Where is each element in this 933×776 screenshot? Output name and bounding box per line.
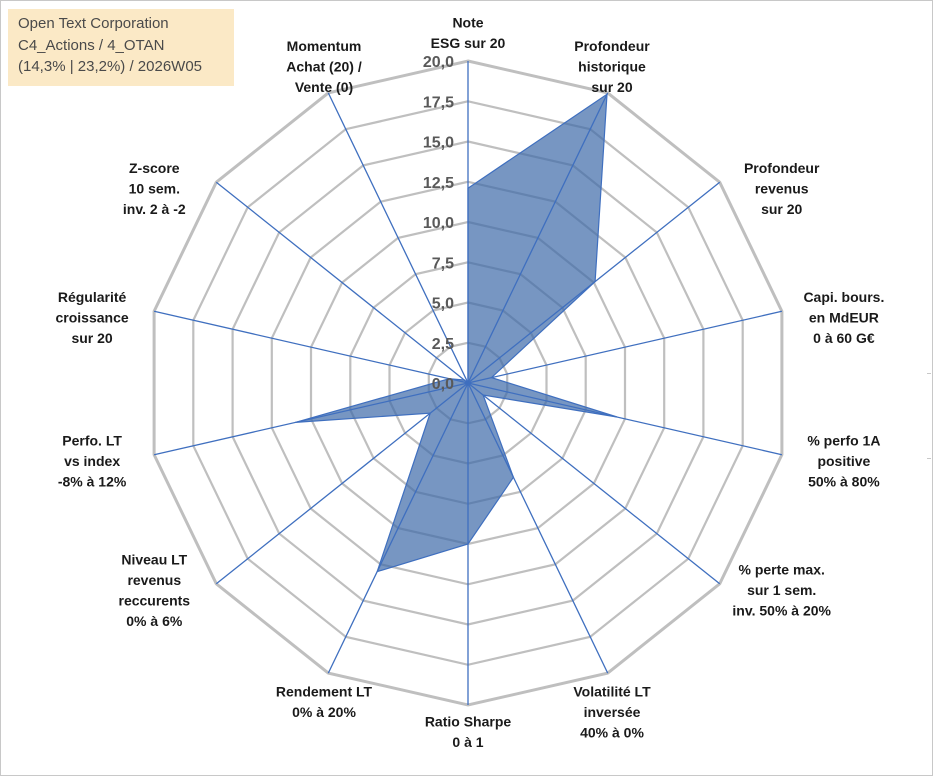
axis-label-line: % perte max. bbox=[739, 562, 825, 578]
axis-label-line: 0% à 6% bbox=[126, 613, 183, 629]
company-name: Open Text Corporation bbox=[18, 15, 169, 32]
axis-label-line: Perfo. LT bbox=[62, 432, 122, 448]
axis-spoke bbox=[153, 310, 469, 384]
radar-series bbox=[295, 93, 618, 573]
axis-label-line: sur 20 bbox=[71, 330, 112, 346]
axis-label-line: sur 1 sem. bbox=[747, 582, 816, 598]
axis-label-line: croissance bbox=[56, 310, 129, 326]
axis-label-line: inversée bbox=[584, 704, 641, 720]
axis-label-line: Rendement LT bbox=[276, 684, 373, 700]
axis-label-line: revenus bbox=[127, 572, 181, 588]
tick-label: 5,0 bbox=[432, 296, 454, 313]
axis-label-line: revenus bbox=[755, 181, 809, 197]
tick-label: 15,0 bbox=[423, 135, 454, 152]
axis-label-line: Profondeur bbox=[574, 38, 650, 54]
info-box: Open Text Corporation C4_Actions / 4_OTA… bbox=[8, 9, 234, 86]
axis-label-line: positive bbox=[817, 453, 870, 469]
edge-mark bbox=[927, 373, 931, 374]
axis-label-line: ESG sur 20 bbox=[431, 35, 506, 51]
series-area bbox=[295, 93, 618, 573]
tick-label: 12,5 bbox=[423, 175, 454, 192]
axis-label-line: 0 à 60 G€ bbox=[813, 330, 875, 346]
radar-spokes bbox=[153, 61, 783, 705]
axis-label-line: historique bbox=[578, 58, 646, 74]
axis-label-line: Achat (20) / bbox=[286, 58, 362, 74]
axis-label-line: vs index bbox=[64, 453, 120, 469]
axis-label-line: Volatilité LT bbox=[573, 684, 651, 700]
axis-spoke bbox=[215, 382, 469, 585]
tick-label: 10,0 bbox=[423, 215, 454, 232]
axis-spoke bbox=[467, 382, 721, 585]
axis-label-line: Vente (0) bbox=[295, 79, 353, 95]
axis-spoke bbox=[327, 382, 469, 674]
axis-label-line: Régularité bbox=[58, 289, 127, 305]
axis-label-line: Ratio Sharpe bbox=[425, 714, 512, 730]
axis-label-line: -8% à 12% bbox=[58, 473, 127, 489]
axis-label-line: 0% à 20% bbox=[292, 704, 356, 720]
axis-label-line: Z-score bbox=[129, 160, 180, 176]
axis-label-line: reccurents bbox=[119, 592, 191, 608]
radar-axis-labels: Note ESG sur 20 Profondeur historique sur 20… bbox=[56, 15, 885, 751]
radar-tick-labels: 0,0 2,5 5,0 7,5 10,0 12,5 15,0 17,5 20,0 bbox=[423, 54, 454, 393]
axis-label-line: inv. 2 à -2 bbox=[123, 201, 186, 217]
axis-label-line: Capi. bours. bbox=[803, 289, 884, 305]
axis-label-line: en MdEUR bbox=[809, 310, 879, 326]
axis-spoke bbox=[467, 382, 609, 674]
axis-label-line: Niveau LT bbox=[121, 551, 187, 567]
axis-label-line: 10 sem. bbox=[129, 181, 180, 197]
axis-spoke bbox=[467, 382, 783, 456]
axis-spoke bbox=[327, 92, 469, 384]
axis-label-line: inv. 50% à 20% bbox=[732, 603, 831, 619]
tick-label: 2,5 bbox=[432, 336, 454, 353]
axis-spoke bbox=[467, 92, 609, 384]
axis-label-line: Note bbox=[452, 15, 483, 31]
axis-label-line: 50% à 80% bbox=[808, 473, 880, 489]
axis-label-line: Profondeur bbox=[744, 160, 820, 176]
tick-label: 20,0 bbox=[423, 54, 454, 71]
axis-label-line: 0 à 1 bbox=[452, 734, 483, 750]
axis-label-line: sur 20 bbox=[761, 201, 802, 217]
edge-mark bbox=[927, 458, 931, 459]
axis-label-line: 40% à 0% bbox=[580, 725, 644, 741]
performance-stats: (14,3% | 23,2%) / 2026W05 bbox=[18, 58, 202, 75]
axis-spoke bbox=[467, 310, 783, 384]
portfolio-name: C4_Actions / 4_OTAN bbox=[18, 36, 165, 54]
tick-label: 7,5 bbox=[432, 255, 454, 272]
axis-label-line: Momentum bbox=[287, 38, 362, 54]
axis-spoke bbox=[153, 382, 469, 456]
tick-label: 17,5 bbox=[423, 94, 454, 111]
axis-label-line: % perfo 1A bbox=[807, 432, 880, 448]
axis-spoke bbox=[467, 181, 721, 384]
tick-label: 0,0 bbox=[432, 376, 454, 393]
axis-spoke bbox=[215, 181, 469, 384]
axis-label-line: sur 20 bbox=[591, 79, 632, 95]
